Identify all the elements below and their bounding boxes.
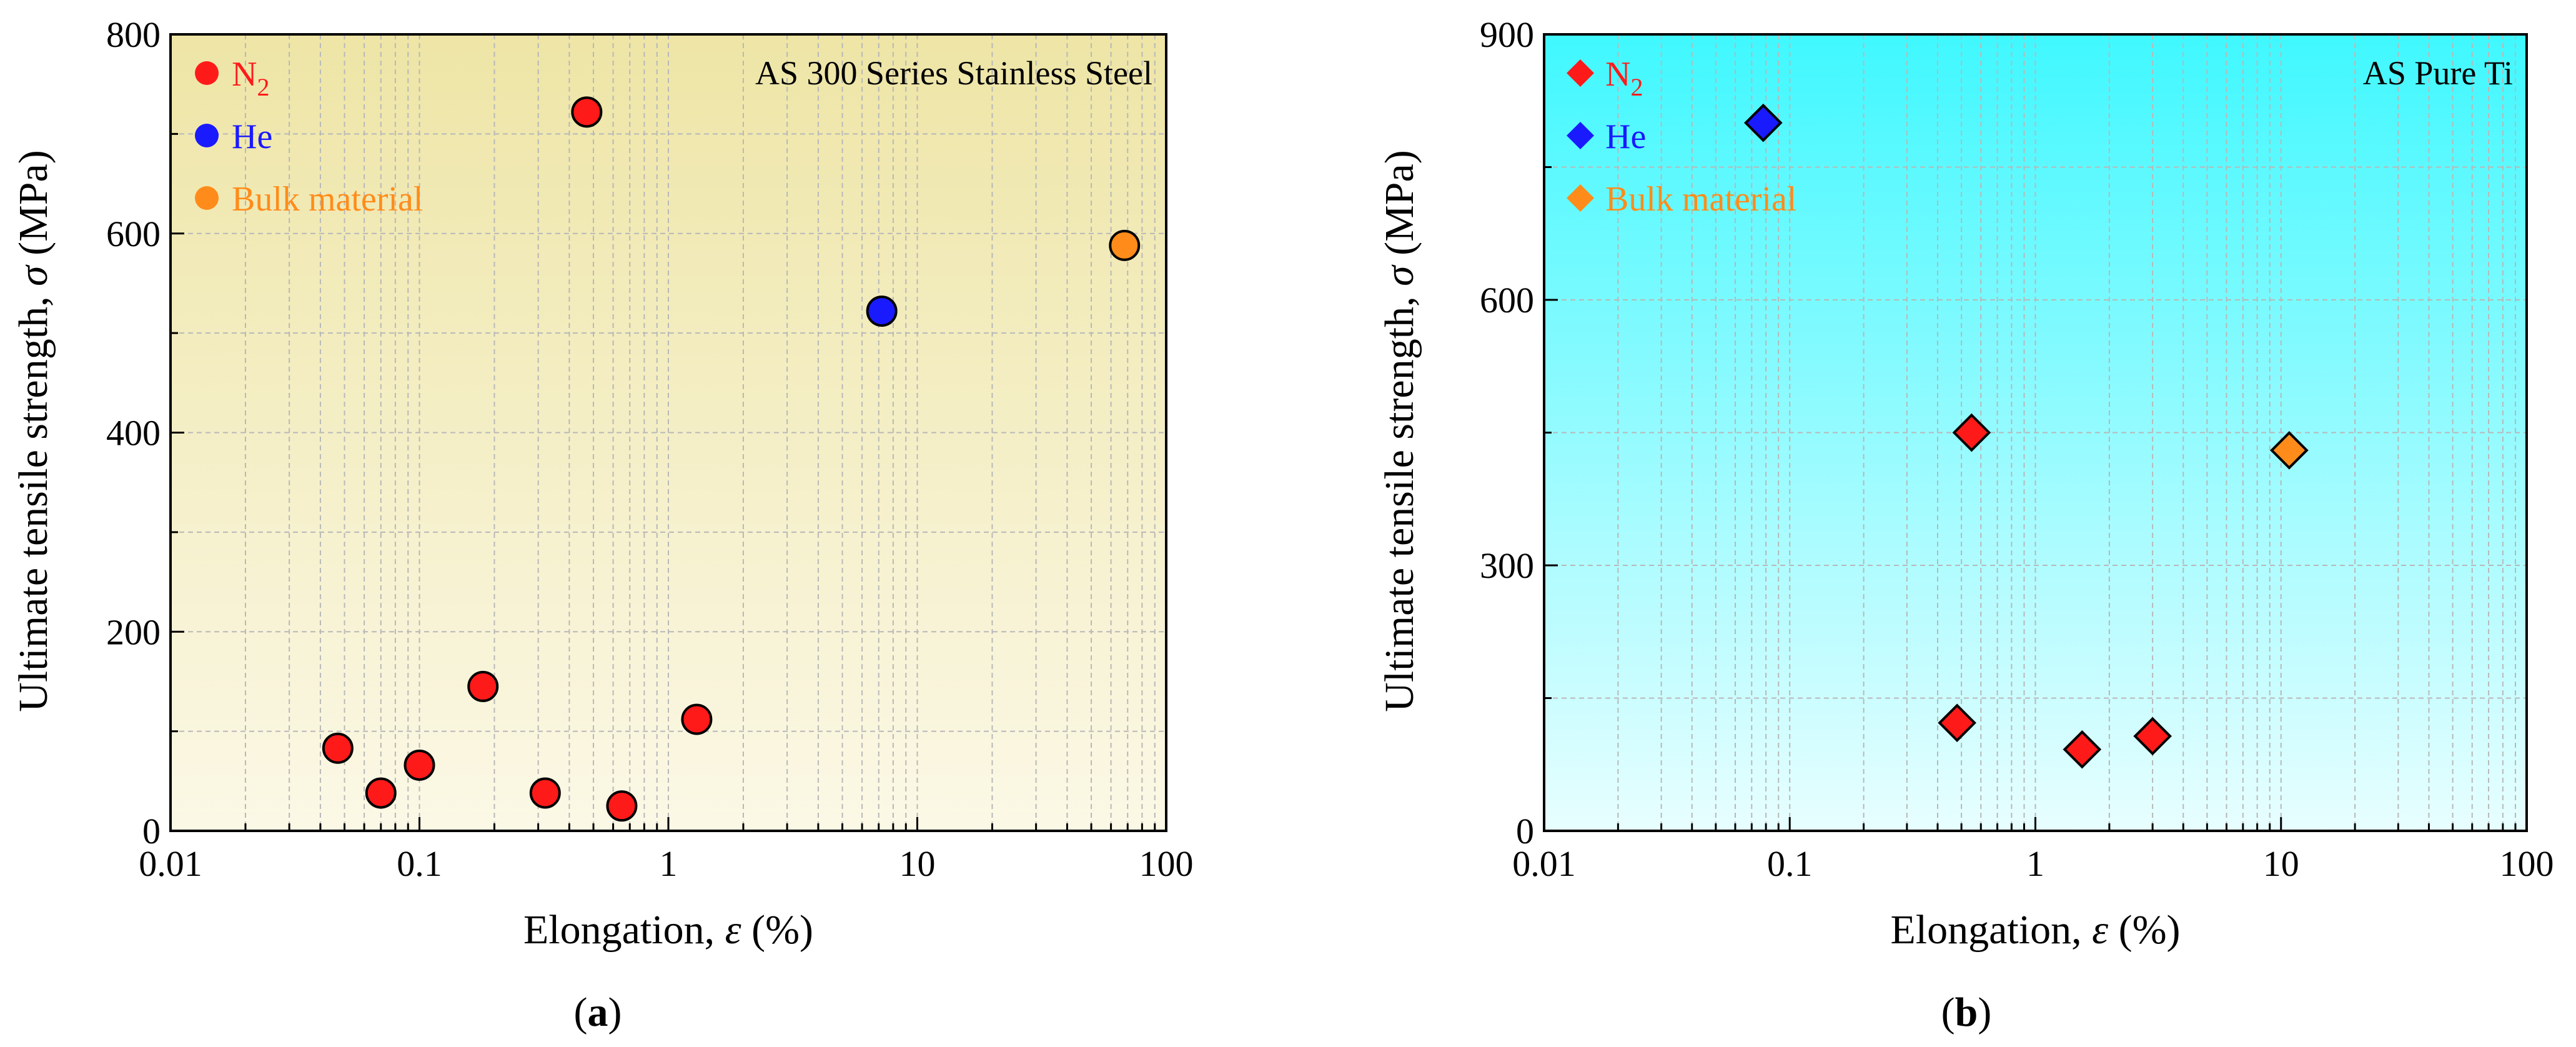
y-tick-label: 300 (1480, 545, 1534, 586)
y-tick-label: 900 (1480, 14, 1534, 55)
panel-title: AS Pure Ti (2363, 54, 2513, 92)
y-axis-title-unit: (MPa) (1377, 150, 1422, 265)
x-axis-title-unit: (%) (2108, 907, 2180, 953)
data-point (606, 790, 638, 822)
y-tick-label: 600 (1480, 280, 1534, 320)
x-tick-label: 10 (2263, 843, 2299, 884)
legend-marker (1567, 184, 1594, 212)
x-axis-title-symbol: ε (2092, 907, 2108, 953)
x-axis: 0.01 0.1 1 10 100 (1512, 817, 2554, 884)
panel-label: (a) (574, 990, 622, 1035)
legend-marker (195, 186, 219, 210)
x-axis-title-text: Elongation, (523, 907, 725, 953)
y-axis-title-unit: (MPa) (11, 150, 56, 265)
data-point (404, 749, 435, 781)
legend-label-main: He (232, 117, 272, 156)
legend-label-main: Bulk material (1605, 180, 1796, 219)
plot-frame (169, 33, 1167, 832)
legend-label: Bulk material (232, 180, 423, 219)
data-point (322, 732, 354, 764)
data-point (1952, 413, 1991, 452)
legend-marker (1567, 59, 1594, 87)
data-point (365, 777, 397, 809)
legend-label-main: He (1605, 117, 1646, 156)
panel-a: 0.01 0.1 1 10 100 0 200 400 600 800 N2 He Bulk mater… (11, 14, 1194, 1035)
panel-label: (b) (1941, 990, 1992, 1035)
y-tick-label: 400 (106, 413, 161, 454)
y-tick-label: 600 (106, 214, 161, 254)
legend-marker (195, 61, 219, 85)
data-point (2133, 717, 2172, 756)
y-axis-title-text: Ultimate tensile strength, (1377, 286, 1422, 712)
grid (171, 34, 1166, 831)
legend: N2 He Bulk material (1567, 55, 1796, 219)
data-point (571, 96, 603, 128)
x-axis-title: Elongation, ε (%) (523, 907, 813, 953)
legend-label-main: Bulk material (232, 180, 423, 219)
data-point (2270, 431, 2309, 470)
markers (322, 96, 1141, 822)
legend-label-main: N (232, 55, 257, 94)
y-axis-title: Ultimate tensile strength, σ (MPa) (11, 150, 56, 712)
legend-marker (1567, 122, 1594, 149)
y-tick-label: 200 (106, 612, 161, 652)
legend-label-subscript: 2 (257, 73, 269, 101)
y-axis-title-text: Ultimate tensile strength, (11, 286, 56, 712)
data-point (2063, 730, 2102, 769)
data-point (467, 670, 499, 702)
y-tick-label: 800 (106, 14, 161, 55)
x-tick-label: 0.01 (139, 843, 202, 884)
x-tick-label: 10 (899, 843, 936, 884)
data-point (1743, 103, 1783, 142)
panel-label-open: ( (574, 990, 588, 1035)
markers (1743, 103, 2309, 769)
panel-b: 0.01 0.1 1 10 100 0 300 600 900 N2 He Bulk material… (1377, 14, 2554, 1035)
x-tick-label: 0.1 (397, 843, 442, 884)
legend-label-subscript: 2 (1630, 73, 1643, 101)
legend-label: He (1605, 117, 1646, 156)
x-tick-label: 100 (1139, 843, 1194, 884)
data-point (529, 777, 561, 809)
legend: N2 He Bulk material (195, 55, 423, 219)
data-point (1109, 229, 1141, 261)
legend-label-main: N (1605, 55, 1630, 94)
y-axis-title: Ultimate tensile strength, σ (MPa) (1377, 150, 1422, 712)
legend-marker (195, 124, 219, 147)
y-axis-title-symbol: σ (11, 264, 56, 286)
x-axis-title: Elongation, ε (%) (1890, 907, 2180, 953)
legend-label: N2 (232, 55, 269, 101)
legend-label: N2 (1605, 55, 1643, 101)
panel-label-letter: a (588, 990, 608, 1035)
plot-frame (1543, 33, 2528, 832)
data-point (1938, 703, 1976, 742)
legend-label: He (232, 117, 272, 156)
y-tick-label: 0 (1516, 811, 1534, 851)
panel-label-letter: b (1955, 990, 1978, 1035)
y-axis: 0 200 400 600 800 (106, 14, 184, 851)
legend-label: Bulk material (1605, 180, 1796, 219)
x-axis-title-symbol: ε (725, 907, 741, 953)
x-tick-label: 0.01 (1512, 843, 1576, 884)
y-axis-title-symbol: σ (1377, 264, 1422, 286)
x-tick-label: 100 (2500, 843, 2554, 884)
y-tick-label: 0 (142, 811, 161, 851)
x-tick-label: 1 (660, 843, 678, 884)
x-tick-label: 1 (2026, 843, 2044, 884)
y-axis: 0 300 600 900 (1480, 14, 1558, 851)
panel-label-close: ) (1978, 990, 1991, 1035)
data-point (681, 703, 713, 735)
x-tick-label: 0.1 (1767, 843, 1813, 884)
x-axis-title-text: Elongation, (1890, 907, 2092, 953)
x-axis-title-unit: (%) (741, 907, 813, 953)
data-point (866, 295, 898, 327)
panel-label-open: ( (1941, 990, 1955, 1035)
panel-label-close: ) (608, 990, 622, 1035)
panel-title: AS 300 Series Stainless Steel (755, 54, 1152, 92)
